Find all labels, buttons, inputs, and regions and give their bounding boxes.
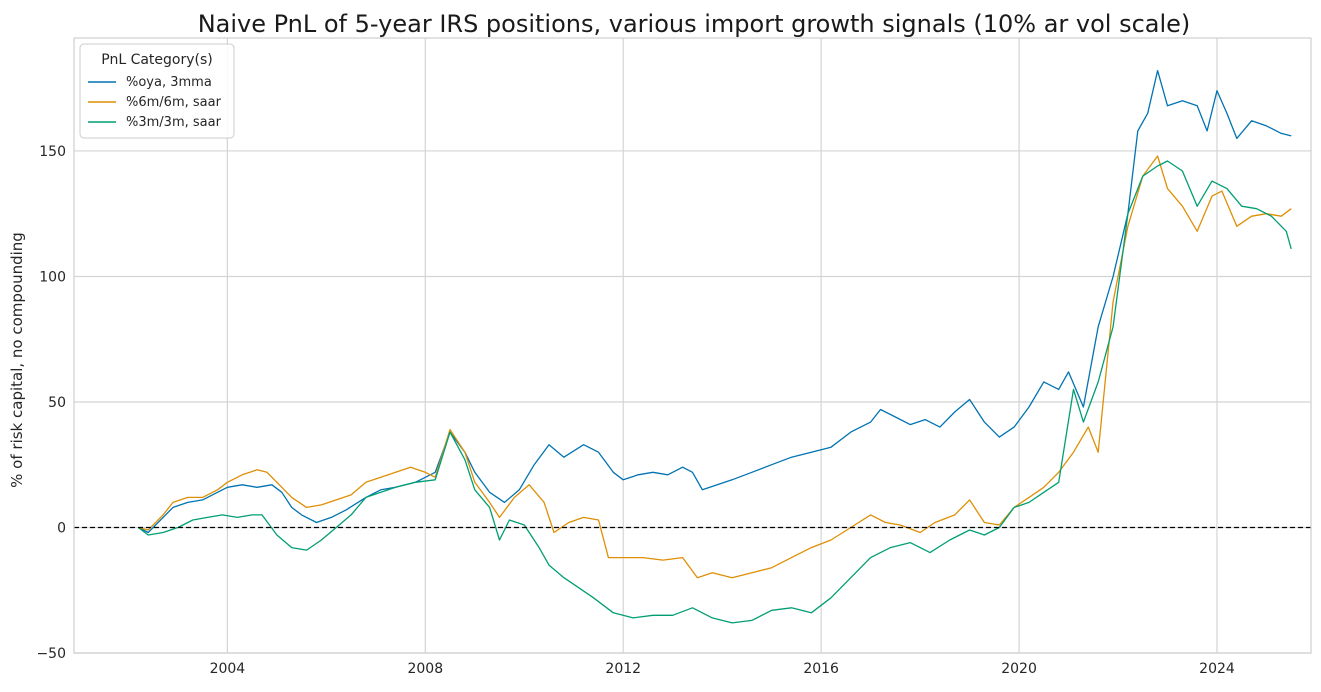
axes: 2004 2008 2012 2016 2020 2024 −50 0 50 100 150 <box>36 37 1312 677</box>
y-axis-label: % of risk capital, no compounding <box>8 232 26 488</box>
chart-title: Naive PnL of 5-year IRS positions, vario… <box>198 10 1191 38</box>
y-tick-label: 0 <box>57 520 66 536</box>
legend-entry[interactable]: %3m/3m, saar <box>126 115 222 130</box>
y-tick-label: 100 <box>39 269 66 285</box>
legend-title: PnL Category(s) <box>101 52 213 68</box>
legend-entry[interactable]: %6m/6m, saar <box>126 95 222 110</box>
x-tick-label: 2016 <box>803 661 839 677</box>
legend-box <box>79 43 235 139</box>
legend[interactable]: PnL Category(s) %oya, 3mma %6m/6m, saar %3m… <box>79 43 235 139</box>
x-tick-label: 2004 <box>210 661 246 677</box>
y-tick-label: 50 <box>48 395 66 411</box>
x-tick-label: 2012 <box>605 661 641 677</box>
series-lines <box>74 69 1311 624</box>
series-line--3m-3m-saar <box>137 160 1292 624</box>
plot-frame <box>73 37 1312 654</box>
legend-entry[interactable]: %oya, 3mma <box>126 75 212 90</box>
gridlines <box>74 38 1311 654</box>
series-line--oya-3mma <box>138 69 1292 534</box>
x-tick-label: 2020 <box>1001 661 1037 677</box>
y-tick-label: 150 <box>39 144 66 160</box>
x-tick-label: 2024 <box>1199 661 1235 677</box>
y-tick-label: −50 <box>36 646 66 662</box>
series-line--6m-6m-saar <box>138 155 1292 579</box>
x-tick-label: 2008 <box>407 661 443 677</box>
